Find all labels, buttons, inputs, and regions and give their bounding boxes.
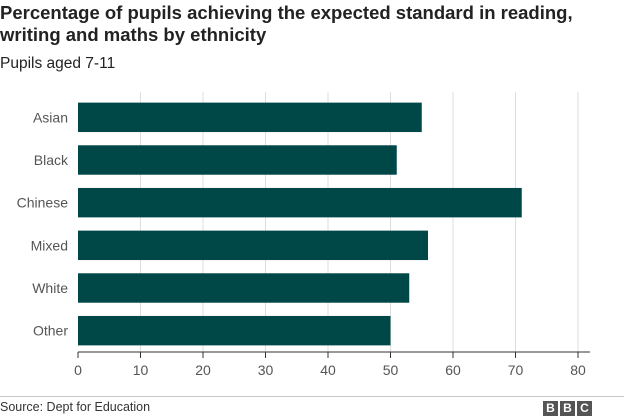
x-axis: 0 10 20 30 40 50 60 70 80 — [74, 351, 590, 378]
x-tick-label: 30 — [258, 362, 274, 378]
x-tick-label: 40 — [320, 362, 336, 378]
x-tick-label: 0 — [74, 362, 82, 378]
category-label: Asian — [33, 109, 68, 125]
x-tick-label: 70 — [508, 362, 524, 378]
x-tick-label: 20 — [195, 362, 211, 378]
x-tick-label: 50 — [383, 362, 399, 378]
x-tick-label: 10 — [133, 362, 149, 378]
category-label: White — [32, 280, 68, 296]
bar-chinese — [78, 187, 522, 218]
bar-other — [78, 315, 391, 346]
gridlines — [140, 92, 579, 352]
bars — [78, 102, 522, 346]
logo-letter: C — [577, 401, 592, 416]
category-label: Mixed — [31, 237, 68, 253]
category-labels: Asian Black Chinese Mixed White Other — [17, 109, 69, 338]
category-label: Black — [34, 152, 69, 168]
chart-subtitle: Pupils aged 7-11 — [0, 55, 116, 72]
bar-asian — [78, 102, 422, 133]
logo-letter: B — [560, 401, 575, 416]
logo-letter: B — [543, 401, 558, 416]
bar-mixed — [78, 230, 428, 261]
category-label: Other — [33, 323, 68, 339]
chart-title: Percentage of pupils achieving the expec… — [0, 2, 573, 45]
bar-black — [78, 145, 397, 175]
bar-white — [78, 273, 410, 303]
x-tick-label: 60 — [445, 362, 461, 378]
source-note: Source: Dept for Education — [0, 400, 151, 414]
footer-divider — [0, 396, 624, 397]
bar-chart: Asian Black Chinese Mixed White Other 0 10 20 30… — [17, 92, 590, 378]
bbc-logo: B B C — [543, 401, 592, 416]
category-label: Chinese — [17, 195, 69, 211]
x-tick-label: 80 — [570, 362, 586, 378]
